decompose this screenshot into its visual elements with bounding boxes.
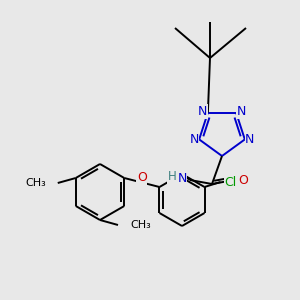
Text: O: O bbox=[238, 173, 248, 187]
Text: H: H bbox=[168, 170, 176, 184]
Text: CH₃: CH₃ bbox=[130, 220, 151, 230]
Text: O: O bbox=[137, 171, 147, 184]
Text: N: N bbox=[245, 133, 254, 146]
Text: N: N bbox=[198, 105, 208, 118]
Text: N: N bbox=[236, 105, 246, 118]
Text: N: N bbox=[177, 172, 187, 185]
Text: Cl: Cl bbox=[224, 176, 237, 188]
Text: CH₃: CH₃ bbox=[25, 178, 46, 188]
Text: N: N bbox=[190, 133, 199, 146]
